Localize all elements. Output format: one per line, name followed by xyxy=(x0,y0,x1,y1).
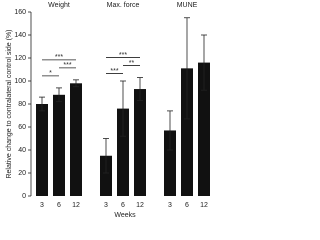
y-tick-label: 140 xyxy=(14,32,26,39)
error-bar xyxy=(103,138,109,174)
y-tick-label: 80 xyxy=(18,101,26,108)
bar xyxy=(134,89,146,196)
x-tick-label: 3 xyxy=(104,202,108,209)
bar xyxy=(164,130,176,196)
significance-label: *** xyxy=(63,62,71,69)
y-tick-label: 120 xyxy=(14,55,26,62)
x-tick-label: 12 xyxy=(72,202,80,209)
error-bar xyxy=(120,80,126,137)
y-axis-label: Relative change to contralateral control… xyxy=(6,29,13,178)
error-bar xyxy=(167,110,173,151)
bar xyxy=(100,155,112,196)
x-tick-label: 12 xyxy=(200,202,208,209)
panel-title: Max. force xyxy=(107,2,140,9)
error-bar xyxy=(56,87,62,103)
bar xyxy=(181,68,193,196)
error-bar xyxy=(39,96,45,112)
x-tick-label: 12 xyxy=(136,202,144,209)
x-axis-label: Weeks xyxy=(114,212,136,219)
error-bar xyxy=(201,34,207,91)
error-bar xyxy=(184,17,190,120)
error-bar xyxy=(73,79,79,88)
chart: Relative change to contralateral control… xyxy=(6,2,210,219)
x-tick-label: 3 xyxy=(168,202,172,209)
bar xyxy=(70,83,82,196)
significance-label: *** xyxy=(110,68,118,75)
panel-title: Weight xyxy=(48,2,70,9)
x-tick-label: 6 xyxy=(185,202,189,209)
y-tick-label: 60 xyxy=(18,124,26,131)
y-tick-label: 100 xyxy=(14,78,26,85)
significance-label: *** xyxy=(119,52,127,59)
bar xyxy=(117,108,129,196)
x-tick-label: 6 xyxy=(121,202,125,209)
y-tick-label: 160 xyxy=(14,9,26,16)
significance-label: ** xyxy=(129,60,135,67)
y-tick-label: 40 xyxy=(18,147,26,154)
bar xyxy=(198,62,210,196)
significance-label: * xyxy=(49,70,52,77)
y-tick-label: 0 xyxy=(22,193,26,200)
x-tick-label: 6 xyxy=(57,202,61,209)
panel-title: MUNE xyxy=(177,2,198,9)
bar xyxy=(36,104,48,196)
significance-label: *** xyxy=(55,54,63,61)
error-bar xyxy=(137,77,143,101)
x-tick-label: 3 xyxy=(40,202,44,209)
y-tick-label: 20 xyxy=(18,170,26,177)
bar xyxy=(53,94,65,196)
